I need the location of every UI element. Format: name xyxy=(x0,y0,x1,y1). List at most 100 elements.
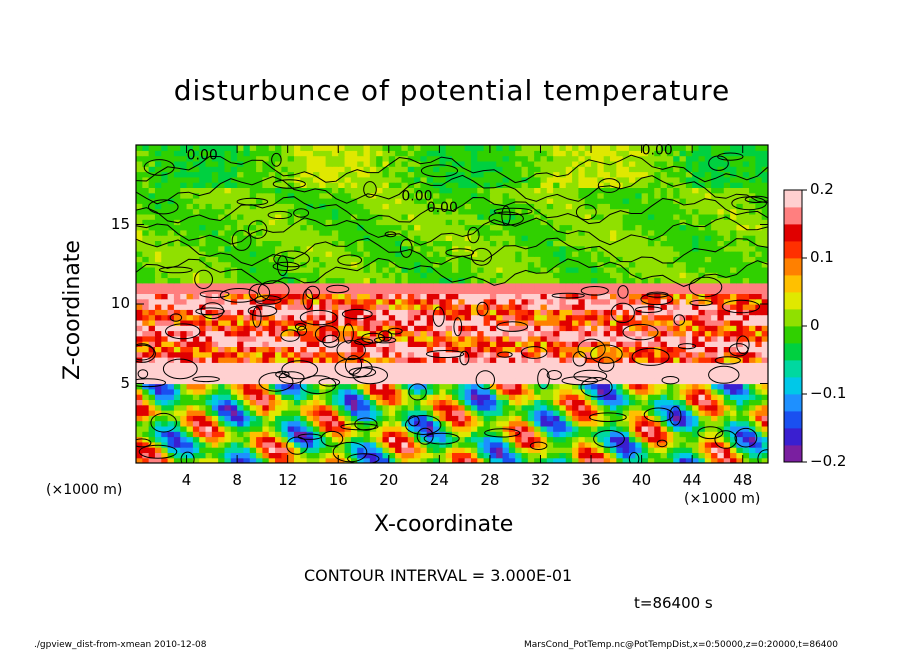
heatmap-cell xyxy=(736,288,744,294)
heatmap-cell xyxy=(546,325,554,332)
heatmap-cell xyxy=(395,404,403,411)
heatmap-cell xyxy=(319,436,327,443)
heatmap-cell xyxy=(458,404,466,411)
heatmap-cell xyxy=(167,335,175,342)
heatmap-cell xyxy=(679,357,687,363)
heatmap-cell xyxy=(376,245,384,252)
heatmap-cell xyxy=(679,325,687,332)
heatmap-cell xyxy=(268,203,276,210)
heatmap-cell xyxy=(167,319,175,326)
heatmap-cell xyxy=(527,441,535,448)
heatmap-cell xyxy=(647,298,655,305)
heatmap-cell xyxy=(338,367,346,374)
heatmap-cell xyxy=(578,452,586,459)
heatmap-cell xyxy=(546,457,554,463)
heatmap-cell xyxy=(584,383,592,390)
heatmap-cell xyxy=(395,293,403,300)
heatmap-cell xyxy=(502,399,510,406)
heatmap-cell xyxy=(211,314,219,321)
heatmap-cell xyxy=(666,431,674,438)
heatmap-cell xyxy=(376,288,384,294)
heatmap-cell xyxy=(173,319,181,326)
heatmap-cell xyxy=(420,388,428,395)
heatmap-cell xyxy=(414,415,421,422)
heatmap-cell xyxy=(666,213,674,220)
heatmap-cell xyxy=(294,319,301,326)
heatmap-cell xyxy=(363,362,371,369)
heatmap-cell xyxy=(275,235,282,241)
heatmap-cell xyxy=(502,266,510,273)
heatmap-cell xyxy=(148,224,156,231)
heatmap-cell xyxy=(704,415,712,422)
heatmap-cell xyxy=(167,457,175,463)
heatmap-cell xyxy=(527,357,535,363)
heatmap-cell xyxy=(300,208,308,215)
heatmap-cell xyxy=(180,383,188,390)
heatmap-cell xyxy=(357,282,365,289)
heatmap-cell xyxy=(591,208,598,215)
heatmap-cell xyxy=(395,245,403,252)
heatmap-cell xyxy=(154,319,162,326)
heatmap-cell xyxy=(167,367,175,374)
heatmap-cell xyxy=(458,219,466,226)
heatmap-cell xyxy=(218,213,226,220)
heatmap-cell xyxy=(603,431,611,438)
heatmap-cell xyxy=(685,431,693,438)
heatmap-cell xyxy=(205,319,213,326)
heatmap-cell xyxy=(230,357,238,363)
heatmap-cell xyxy=(452,447,459,453)
heatmap-cell xyxy=(319,447,327,453)
heatmap-cell xyxy=(553,277,561,284)
heatmap-cell xyxy=(458,383,466,390)
heatmap-cell xyxy=(616,425,624,432)
heatmap-cell xyxy=(458,298,466,305)
heatmap-cell xyxy=(369,394,377,400)
heatmap-cell xyxy=(224,441,232,448)
heatmap-cell xyxy=(578,383,586,390)
heatmap-cell xyxy=(395,277,403,284)
heatmap-cell xyxy=(546,452,554,459)
heatmap-cell xyxy=(635,431,643,438)
heatmap-cell xyxy=(635,309,643,316)
heatmap-cell xyxy=(369,335,377,342)
heatmap-cell xyxy=(470,288,478,294)
heatmap-cell xyxy=(622,309,630,316)
heatmap-cell xyxy=(628,362,636,369)
heatmap-cell xyxy=(382,404,390,411)
heatmap-cell xyxy=(161,346,169,353)
heatmap-cell xyxy=(565,235,573,241)
heatmap-cell xyxy=(679,261,687,268)
heatmap-cell xyxy=(243,362,251,369)
heatmap-cell xyxy=(344,266,352,273)
heatmap-cell xyxy=(300,256,308,263)
heatmap-cell xyxy=(439,251,447,257)
heatmap-cell xyxy=(350,447,358,453)
chart-title: disturbunce of potential temperature xyxy=(173,74,731,107)
heatmap-cell xyxy=(173,394,181,400)
heatmap-cell xyxy=(736,447,744,453)
heatmap-cell xyxy=(508,330,516,337)
heatmap-cell xyxy=(439,224,447,231)
heatmap-cell xyxy=(161,388,169,395)
heatmap-cell xyxy=(565,203,573,210)
heatmap-cell xyxy=(395,457,403,463)
heatmap-cell xyxy=(401,251,409,257)
heatmap-cell xyxy=(565,436,573,443)
heatmap-cell xyxy=(186,261,194,268)
heatmap-cell xyxy=(534,309,542,316)
heatmap-cell xyxy=(572,425,579,432)
heatmap-cell xyxy=(597,425,605,432)
heatmap-cell xyxy=(388,304,396,310)
heatmap-cell xyxy=(730,266,737,273)
heatmap-cell xyxy=(660,425,668,432)
heatmap-cell xyxy=(287,452,295,459)
heatmap-cell xyxy=(294,266,301,273)
heatmap-cell xyxy=(698,251,706,257)
heatmap-cell xyxy=(312,224,320,231)
heatmap-cell xyxy=(521,229,529,236)
heatmap-cell xyxy=(300,383,308,390)
heatmap-cell xyxy=(635,372,643,379)
heatmap-cell xyxy=(730,277,737,284)
heatmap-cell xyxy=(230,224,238,231)
heatmap-cell xyxy=(369,240,377,247)
